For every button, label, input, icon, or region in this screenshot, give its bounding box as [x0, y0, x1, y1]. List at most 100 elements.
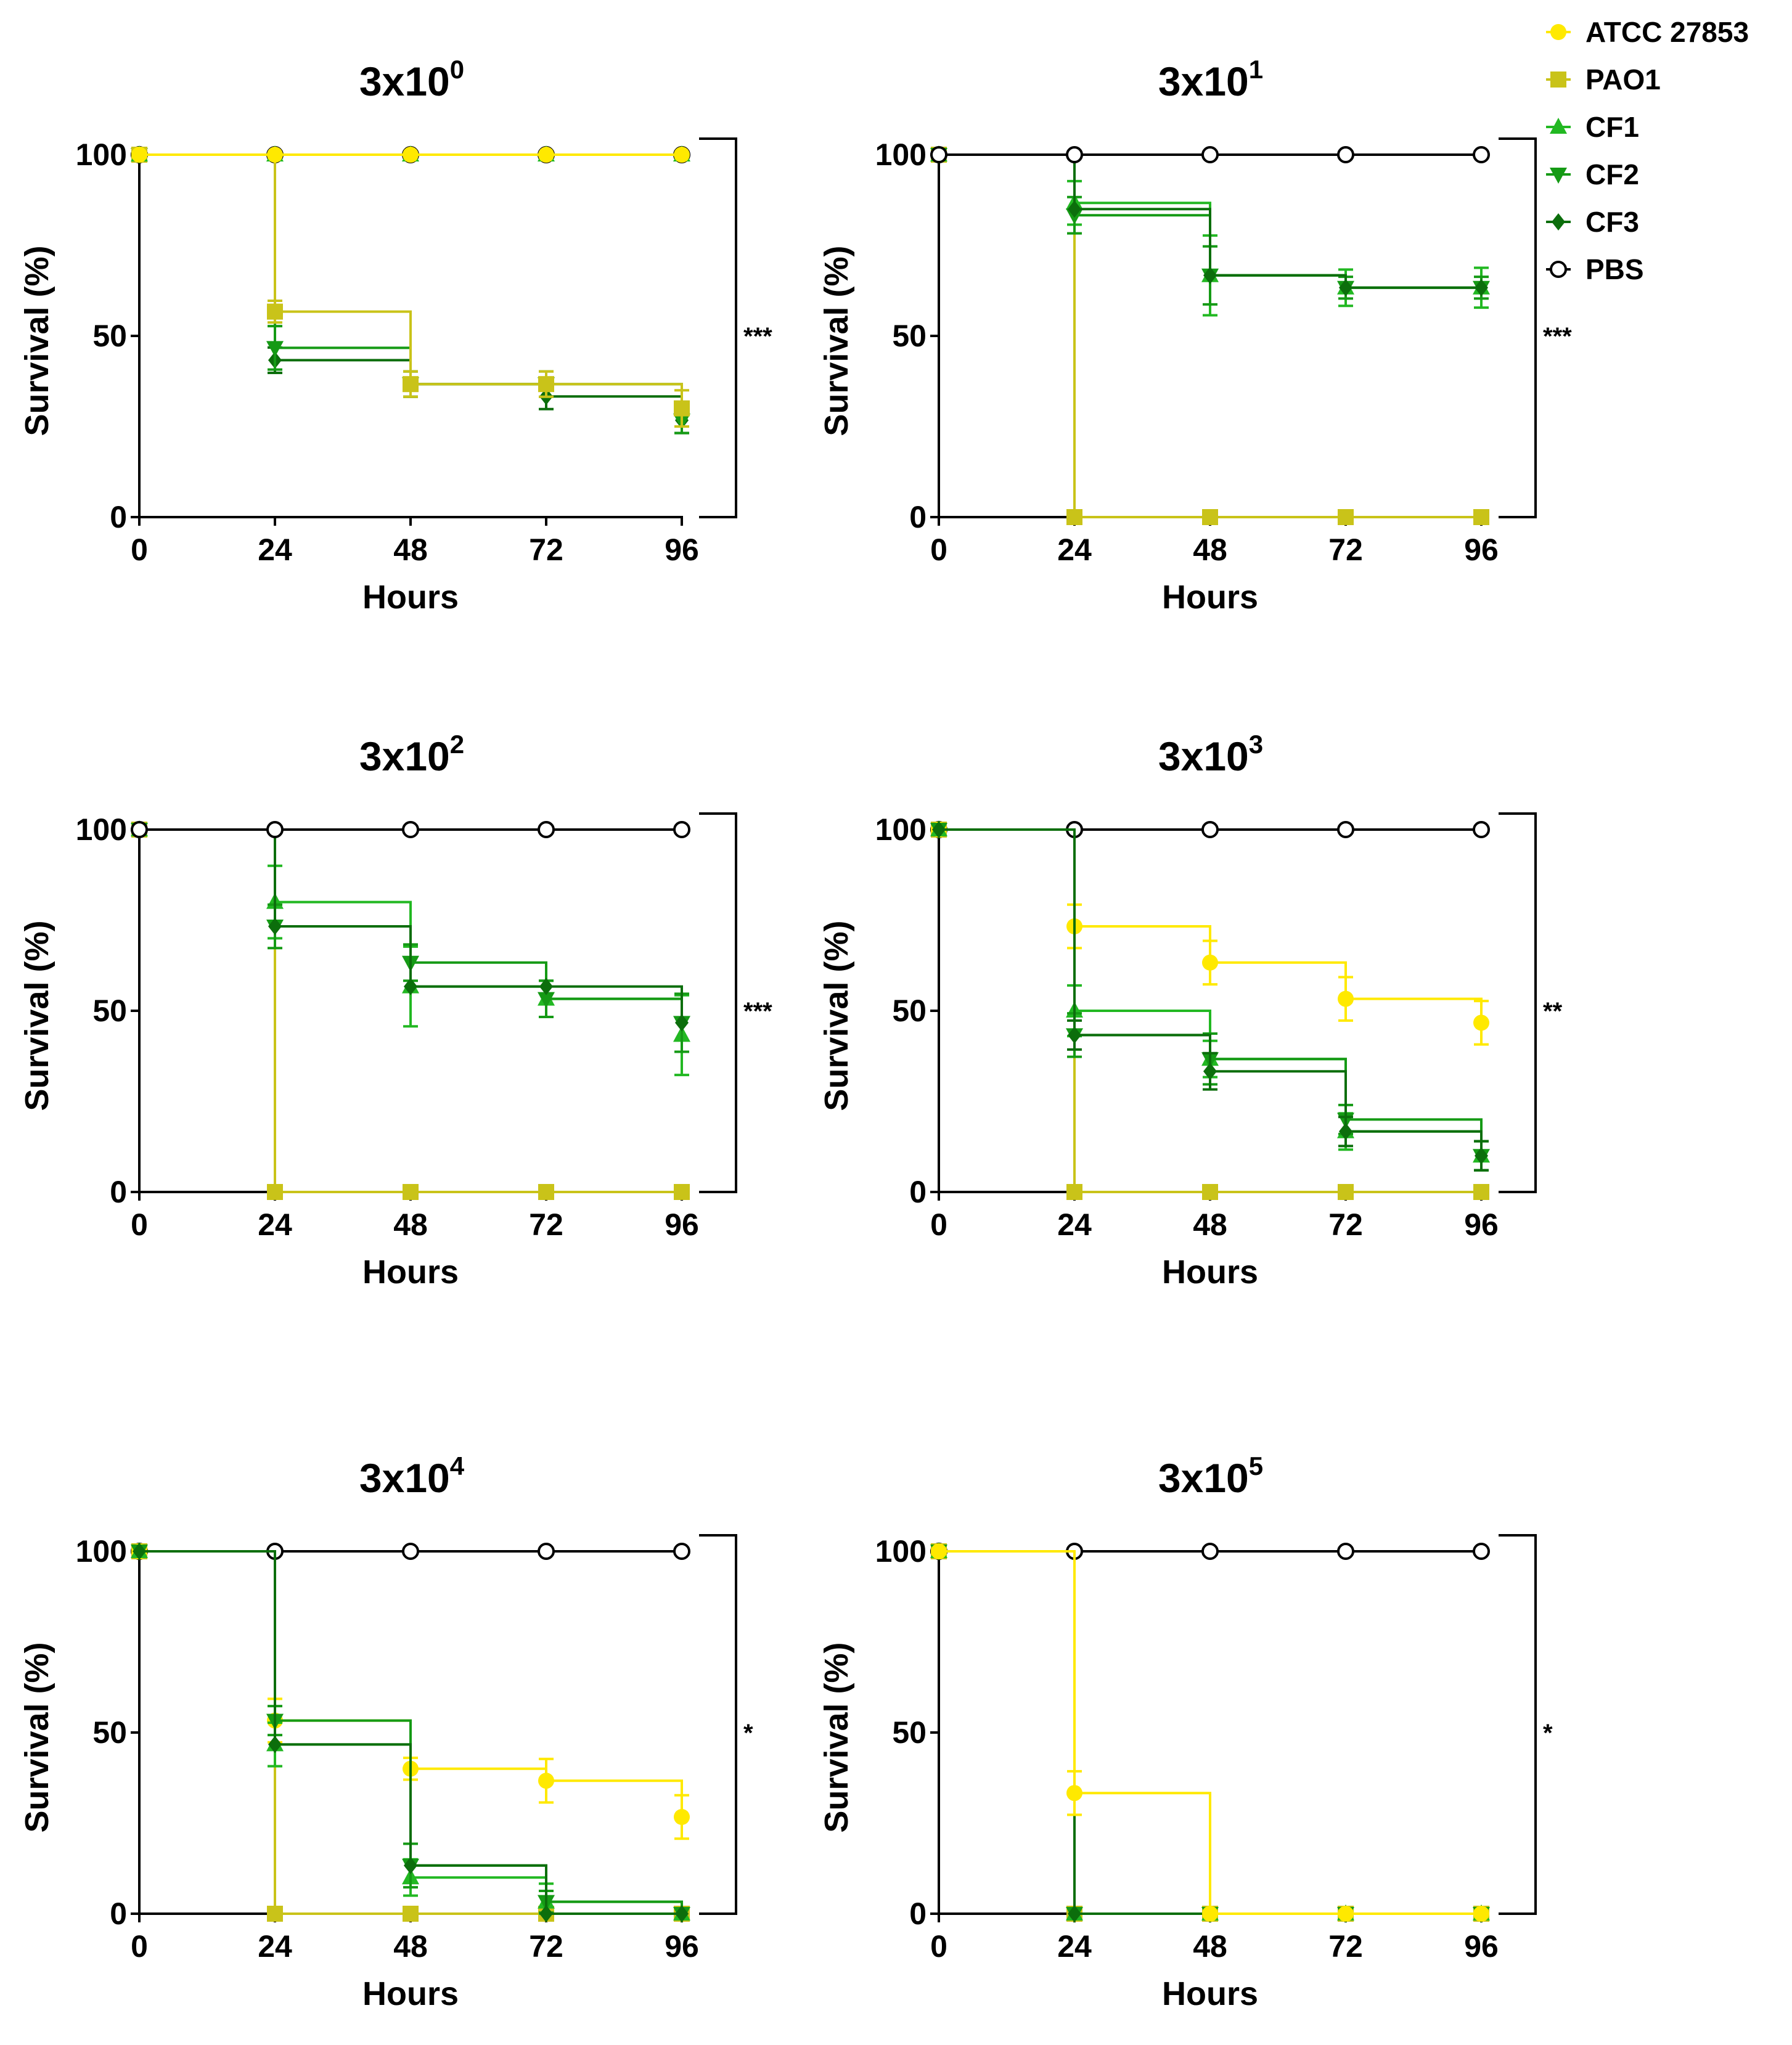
data-point	[538, 821, 555, 838]
x-tick-label: 72	[529, 1207, 563, 1242]
y-tick-label: 0	[909, 500, 927, 534]
significance-label: *	[1543, 1720, 1553, 1747]
x-tick-label: 0	[131, 533, 148, 567]
data-point	[539, 1905, 553, 1922]
panel-title-exponent: 0	[450, 55, 464, 84]
x-axis-label: Hours	[1162, 1975, 1258, 2012]
x-axis-label: Hours	[1162, 579, 1258, 616]
panel-title: 3x103	[1158, 730, 1263, 779]
x-tick-label: 24	[1057, 533, 1092, 567]
data-point	[674, 1809, 690, 1826]
x-tick-label: 48	[393, 533, 428, 567]
x-tick-label: 96	[665, 1929, 699, 1964]
data-point	[1473, 146, 1490, 163]
y-axis-label: Survival (%)	[818, 920, 855, 1111]
panel-title: 3x102	[359, 730, 464, 779]
legend-item-cf2: CF2	[1546, 158, 1639, 190]
series-pbs	[930, 146, 1490, 163]
significance-label: ***	[1543, 323, 1572, 350]
data-point	[673, 1543, 690, 1560]
data-point	[1338, 1184, 1354, 1200]
data-point	[268, 1736, 282, 1753]
data-point	[674, 147, 690, 163]
x-tick-label: 0	[131, 1929, 148, 1964]
x-tick-label: 0	[131, 1207, 148, 1242]
data-point	[402, 1543, 419, 1560]
x-tick-label: 24	[258, 1929, 292, 1964]
data-point	[538, 1184, 554, 1200]
panel-title-exponent: 3	[1249, 730, 1263, 759]
data-point	[674, 1184, 690, 1200]
data-point	[1337, 821, 1354, 838]
data-point	[403, 1184, 419, 1200]
panel-title-exponent: 2	[450, 730, 464, 759]
data-point	[267, 1184, 283, 1200]
y-tick-label: 0	[110, 1175, 127, 1209]
series-cf2	[930, 823, 1490, 1172]
panel-title-base: 3x10	[1158, 733, 1249, 779]
y-axis-label: Survival (%)	[818, 245, 855, 436]
data-point	[1337, 1543, 1354, 1560]
y-tick-label: 50	[92, 319, 127, 353]
data-point	[1338, 1906, 1354, 1922]
x-tick-label: 24	[258, 1207, 292, 1242]
data-point	[1473, 821, 1490, 838]
data-point	[403, 376, 419, 393]
series-pbs	[930, 1543, 1490, 1560]
data-point	[538, 992, 555, 1008]
y-axis-label: Survival (%)	[818, 1642, 855, 1832]
data-point	[673, 821, 690, 838]
series-line	[939, 1550, 1481, 1915]
panel-title: 3x100	[359, 55, 464, 104]
x-tick-label: 48	[1193, 1207, 1227, 1242]
data-point	[404, 1856, 417, 1874]
x-tick-label: 24	[258, 533, 292, 567]
significance-label: ***	[743, 323, 772, 350]
data-point	[266, 821, 284, 838]
data-point	[1339, 279, 1352, 296]
data-point	[1475, 1147, 1488, 1165]
series-line	[939, 828, 1483, 1156]
y-tick-label: 100	[875, 812, 927, 847]
y-axis-label: Survival (%)	[18, 1642, 55, 1832]
x-tick-label: 48	[393, 1207, 428, 1242]
data-point	[1202, 1906, 1218, 1922]
legend-label: CF1	[1585, 111, 1639, 143]
panel-2: 3x101 0 50 100 0 24 48 72 96 Hours Survival (%) ***	[818, 55, 1572, 616]
data-point	[1337, 146, 1354, 163]
legend-marker	[1552, 213, 1565, 231]
data-point	[1203, 1063, 1217, 1080]
legend-label: CF3	[1585, 206, 1639, 238]
y-tick-label: 100	[875, 137, 927, 172]
significance-bracket	[699, 137, 737, 518]
legend-item-atcc-27853: ATCC 27853	[1546, 16, 1749, 48]
data-point	[1066, 1184, 1082, 1200]
x-tick-label: 48	[1193, 533, 1227, 567]
x-tick-label: 0	[930, 1929, 947, 1964]
significance-bracket	[1499, 137, 1537, 518]
data-point	[402, 821, 419, 838]
x-tick-label: 72	[529, 1929, 563, 1964]
significance-bracket	[699, 1534, 737, 1915]
y-tick-label: 0	[909, 1896, 927, 1931]
x-tick-label: 72	[1328, 1207, 1363, 1242]
legend-item-pao1: PAO1	[1546, 63, 1661, 96]
data-point	[1338, 990, 1354, 1007]
data-point	[133, 1543, 146, 1560]
panel-title-base: 3x10	[359, 733, 450, 779]
x-tick-label: 96	[665, 533, 699, 567]
y-tick-label: 100	[875, 1534, 927, 1569]
series-line	[139, 153, 683, 409]
x-tick-label: 96	[1464, 533, 1499, 567]
panel-title-exponent: 1	[1249, 55, 1263, 84]
y-tick-label: 100	[76, 1534, 127, 1569]
data-point	[131, 821, 148, 838]
legend-marker	[1550, 118, 1567, 134]
panel-title-base: 3x10	[1158, 1455, 1249, 1501]
data-point	[1202, 509, 1218, 525]
legend-item-cf3: CF3	[1546, 206, 1639, 238]
data-point	[266, 341, 284, 357]
legend-label: PBS	[1585, 253, 1644, 285]
